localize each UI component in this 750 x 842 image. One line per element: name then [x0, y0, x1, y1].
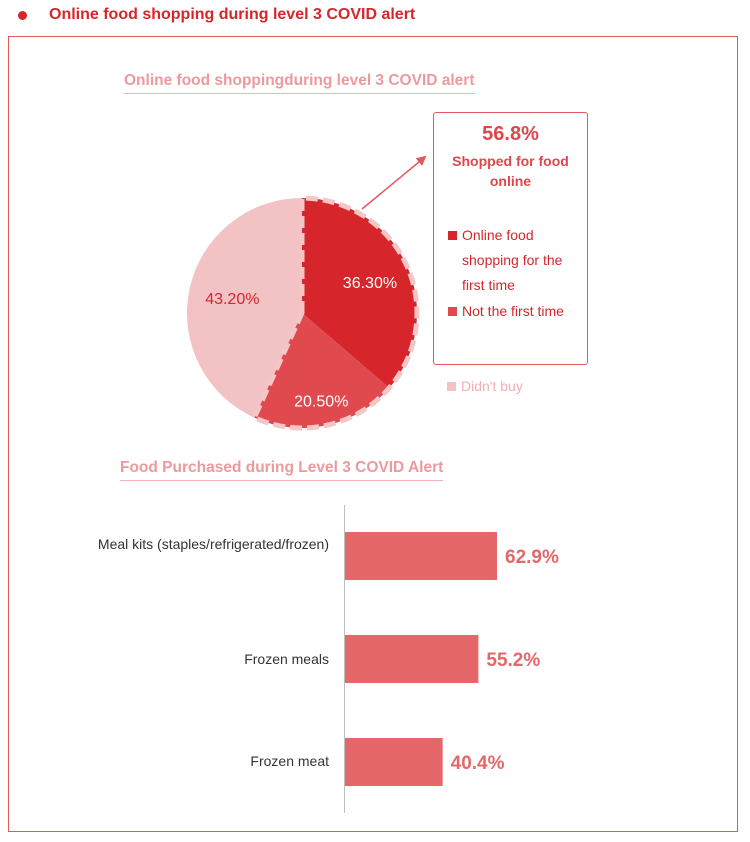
- legend-label: Online food shopping for the first time: [462, 227, 563, 293]
- pie-slice: [186, 198, 302, 418]
- bar-category-label: Meal kits (staples/refrigerated/frozen): [97, 536, 329, 552]
- bar-chart-title: Food Purchased during Level 3 COVID Aler…: [120, 459, 444, 481]
- pie-slice-label: 43.20%: [205, 291, 259, 308]
- legend-swatch-icon: [448, 231, 457, 240]
- online-shopping-callout: 56.8% Shopped for food online Online foo…: [433, 112, 588, 365]
- bar-chart: 62.9% 55.2% 40.4%: [345, 532, 559, 786]
- legend-item-didnt-buy: Didn't buy: [447, 378, 523, 394]
- bar: [345, 635, 479, 683]
- bullet-dot-icon: [18, 10, 27, 20]
- page-title: Online food shopping during level 3 COVI…: [49, 6, 416, 23]
- callout-label: Shopped for food online: [452, 153, 569, 189]
- bar: [345, 738, 443, 786]
- pie-slice: [254, 313, 390, 428]
- legend-item-first-time: Online food shopping for the first time: [448, 223, 583, 298]
- pie-chart: 36.30% 20.50% 43.20%: [186, 195, 420, 431]
- bar-value-label: 62.9%: [505, 547, 559, 568]
- bar: [345, 532, 497, 580]
- bar-value-label: 55.2%: [486, 650, 540, 671]
- pie-slice-label: 20.50%: [294, 394, 348, 411]
- pie-chart-title: Online food shoppingduring level 3 COVID…: [124, 72, 475, 94]
- pie-slice-label: 36.30%: [343, 275, 397, 292]
- bar-category-label: Frozen meals: [244, 651, 329, 667]
- legend-swatch-icon: [447, 381, 456, 391]
- page-header: Online food shopping during level 3 COVI…: [18, 2, 415, 28]
- callout-percentage: 56.8%: [482, 123, 539, 145]
- legend-item-not-first-time: Not the first time: [448, 299, 588, 324]
- pie-dashed-outline: [251, 195, 420, 431]
- bar-value-label: 40.4%: [451, 753, 505, 774]
- legend-swatch-icon: [448, 307, 457, 316]
- bar-category-label: Frozen meat: [250, 753, 329, 769]
- legend-label: Not the first time: [462, 303, 564, 319]
- pie-slice: [302, 198, 417, 388]
- legend-label: Didn't buy: [461, 378, 523, 394]
- callout-arrow: [361, 155, 427, 210]
- content-frame: [8, 36, 738, 832]
